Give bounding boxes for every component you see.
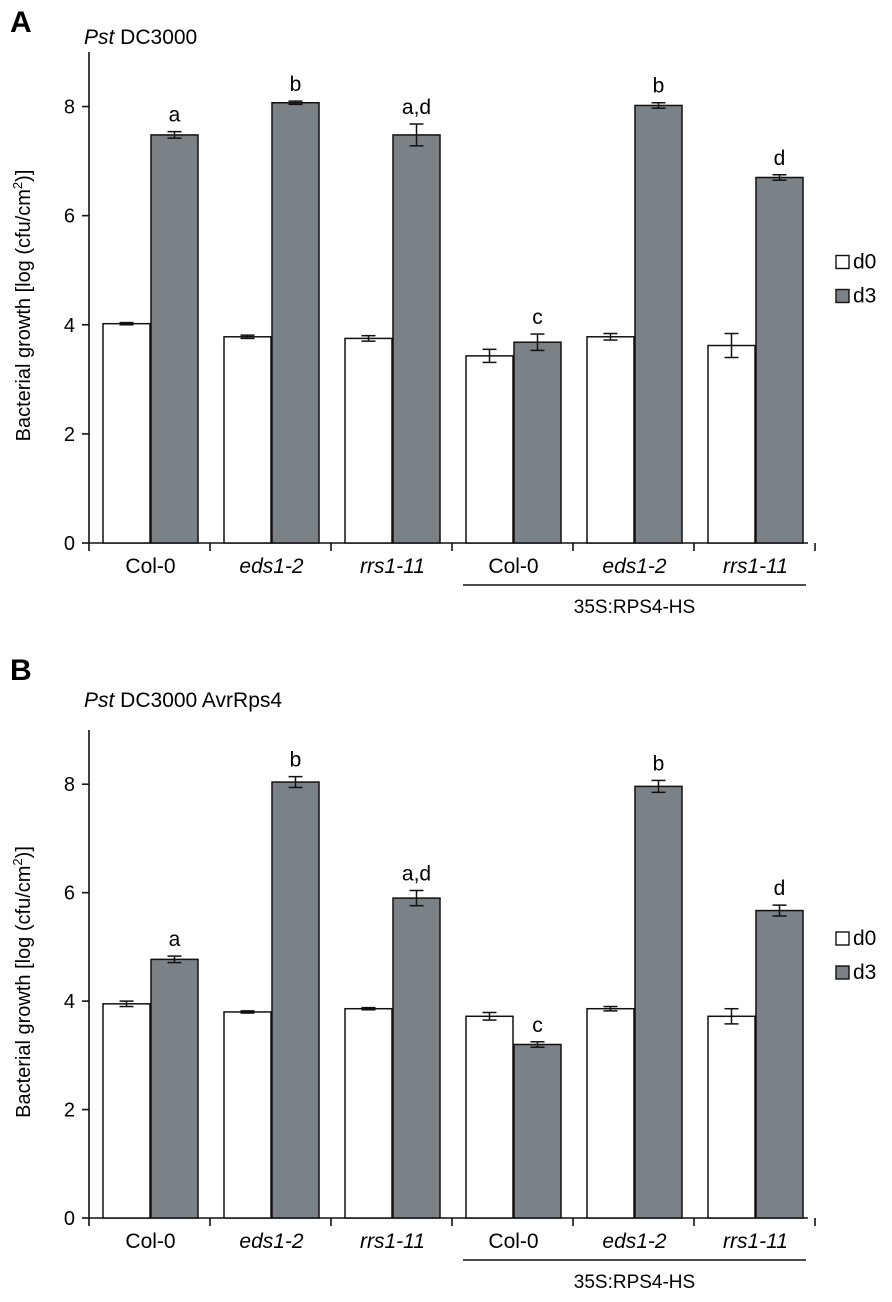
y-axis-label-main: Bacterial growth [log (cfu/cm <box>13 189 35 441</box>
bar-d0 <box>344 337 393 544</box>
category-label: eds1-2 <box>239 1230 304 1253</box>
panel-letter: B <box>10 654 32 687</box>
y-axis-label-end: )] <box>13 846 35 858</box>
group-label: 35S:RPS4-HS <box>574 1272 695 1293</box>
bar-d0 <box>707 1015 756 1219</box>
bar-d3 <box>634 104 683 544</box>
chart-title-italic: Pst <box>84 26 116 49</box>
legend-swatch-d0 <box>835 254 850 270</box>
bar-d0 <box>223 1011 272 1219</box>
panel-letter: A <box>10 6 32 39</box>
bar-d0 <box>586 1007 635 1219</box>
y-tick-label: 2 <box>64 1100 75 1122</box>
legend-swatch-d3 <box>835 965 850 980</box>
significance-label: d <box>774 147 786 170</box>
y-axis-label-end: )] <box>13 170 35 182</box>
legend-swatch-d0 <box>835 931 850 946</box>
chart-title-rest: DC3000 AvrRps4 <box>114 689 282 712</box>
category-label: Col-0 <box>125 1230 175 1253</box>
legend-label-d3: d3 <box>853 285 876 308</box>
category-label: eds1-2 <box>602 555 667 578</box>
bar-d0 <box>586 336 635 544</box>
category-label: rrs1-11 <box>360 1230 425 1253</box>
significance-label: c <box>532 306 543 329</box>
category-label: rrs1-11 <box>723 555 788 578</box>
bar-d3 <box>513 341 562 544</box>
significance-label: b <box>653 752 665 775</box>
y-tick-label: 0 <box>64 533 75 555</box>
bar-d3 <box>271 781 320 1219</box>
significance-label: a <box>169 928 181 951</box>
y-tick-label: 2 <box>64 424 75 446</box>
legend-label-d3: d3 <box>853 961 876 984</box>
y-tick-label: 4 <box>64 315 75 337</box>
bar-d3 <box>392 134 441 544</box>
significance-label: a,d <box>402 862 431 885</box>
y-tick-label: 0 <box>64 1208 75 1230</box>
chart-title-italic: Pst <box>84 689 116 712</box>
significance-label: d <box>774 877 786 900</box>
bar-d0 <box>465 1015 514 1219</box>
chart-panel-a: A Pst DC3000 0 2 4 6 8 Bacterial growth [log (c… <box>10 6 876 618</box>
chart-title-rest: DC3000 <box>114 26 197 49</box>
significance-label: a <box>169 104 181 127</box>
category-label: Col-0 <box>488 1230 538 1253</box>
y-axis-label: Bacterial growth [log (cfu/cm2)] <box>10 846 35 1118</box>
bar-d0 <box>707 344 756 544</box>
bar-d0 <box>102 322 151 544</box>
significance-label: b <box>290 73 302 96</box>
y-tick-label: 6 <box>64 883 75 905</box>
bar-d0 <box>102 1003 151 1219</box>
category-label: Col-0 <box>125 555 175 578</box>
y-tick-label: 8 <box>64 97 75 119</box>
significance-label: a,d <box>402 96 431 119</box>
y-axis-label-sup: 2 <box>10 858 25 865</box>
y-tick-label: 8 <box>64 774 75 796</box>
group-label: 35S:RPS4-HS <box>574 597 695 618</box>
bar-d0 <box>344 1007 393 1219</box>
significance-label: b <box>290 749 302 772</box>
bar-d3 <box>755 176 804 544</box>
bar-d0 <box>223 336 272 544</box>
bar-d3 <box>755 909 804 1219</box>
category-label: rrs1-11 <box>723 1230 788 1253</box>
legend-label-d0: d0 <box>853 927 876 950</box>
significance-label: b <box>653 75 665 98</box>
bar-d3 <box>634 785 683 1219</box>
bar-d3 <box>150 134 199 544</box>
y-tick-label: 6 <box>64 206 75 228</box>
y-axis-label-sup: 2 <box>10 182 25 189</box>
y-tick-label: 4 <box>64 991 75 1013</box>
bar-d3 <box>271 101 320 544</box>
y-axis-label: Bacterial growth [log (cfu/cm2)] <box>10 170 35 442</box>
bar-d3 <box>513 1043 562 1219</box>
y-axis-label-main: Bacterial growth [log (cfu/cm <box>13 866 35 1118</box>
chart-title: Pst DC3000 <box>84 26 197 49</box>
significance-label: c <box>532 1014 543 1037</box>
legend-label-d0: d0 <box>853 251 876 274</box>
bar-d3 <box>392 897 441 1219</box>
category-label: rrs1-11 <box>360 555 425 578</box>
bar-d0 <box>465 355 514 544</box>
legend-swatch-d3 <box>835 288 850 304</box>
chart-panel-b: B Pst DC3000 AvrRps4 0 2 4 6 8 Bacterial growth… <box>10 654 876 1293</box>
category-label: eds1-2 <box>239 555 304 578</box>
category-label: Col-0 <box>488 555 538 578</box>
bar-d3 <box>150 958 199 1219</box>
category-label: eds1-2 <box>602 1230 667 1253</box>
chart-title: Pst DC3000 AvrRps4 <box>84 689 282 712</box>
